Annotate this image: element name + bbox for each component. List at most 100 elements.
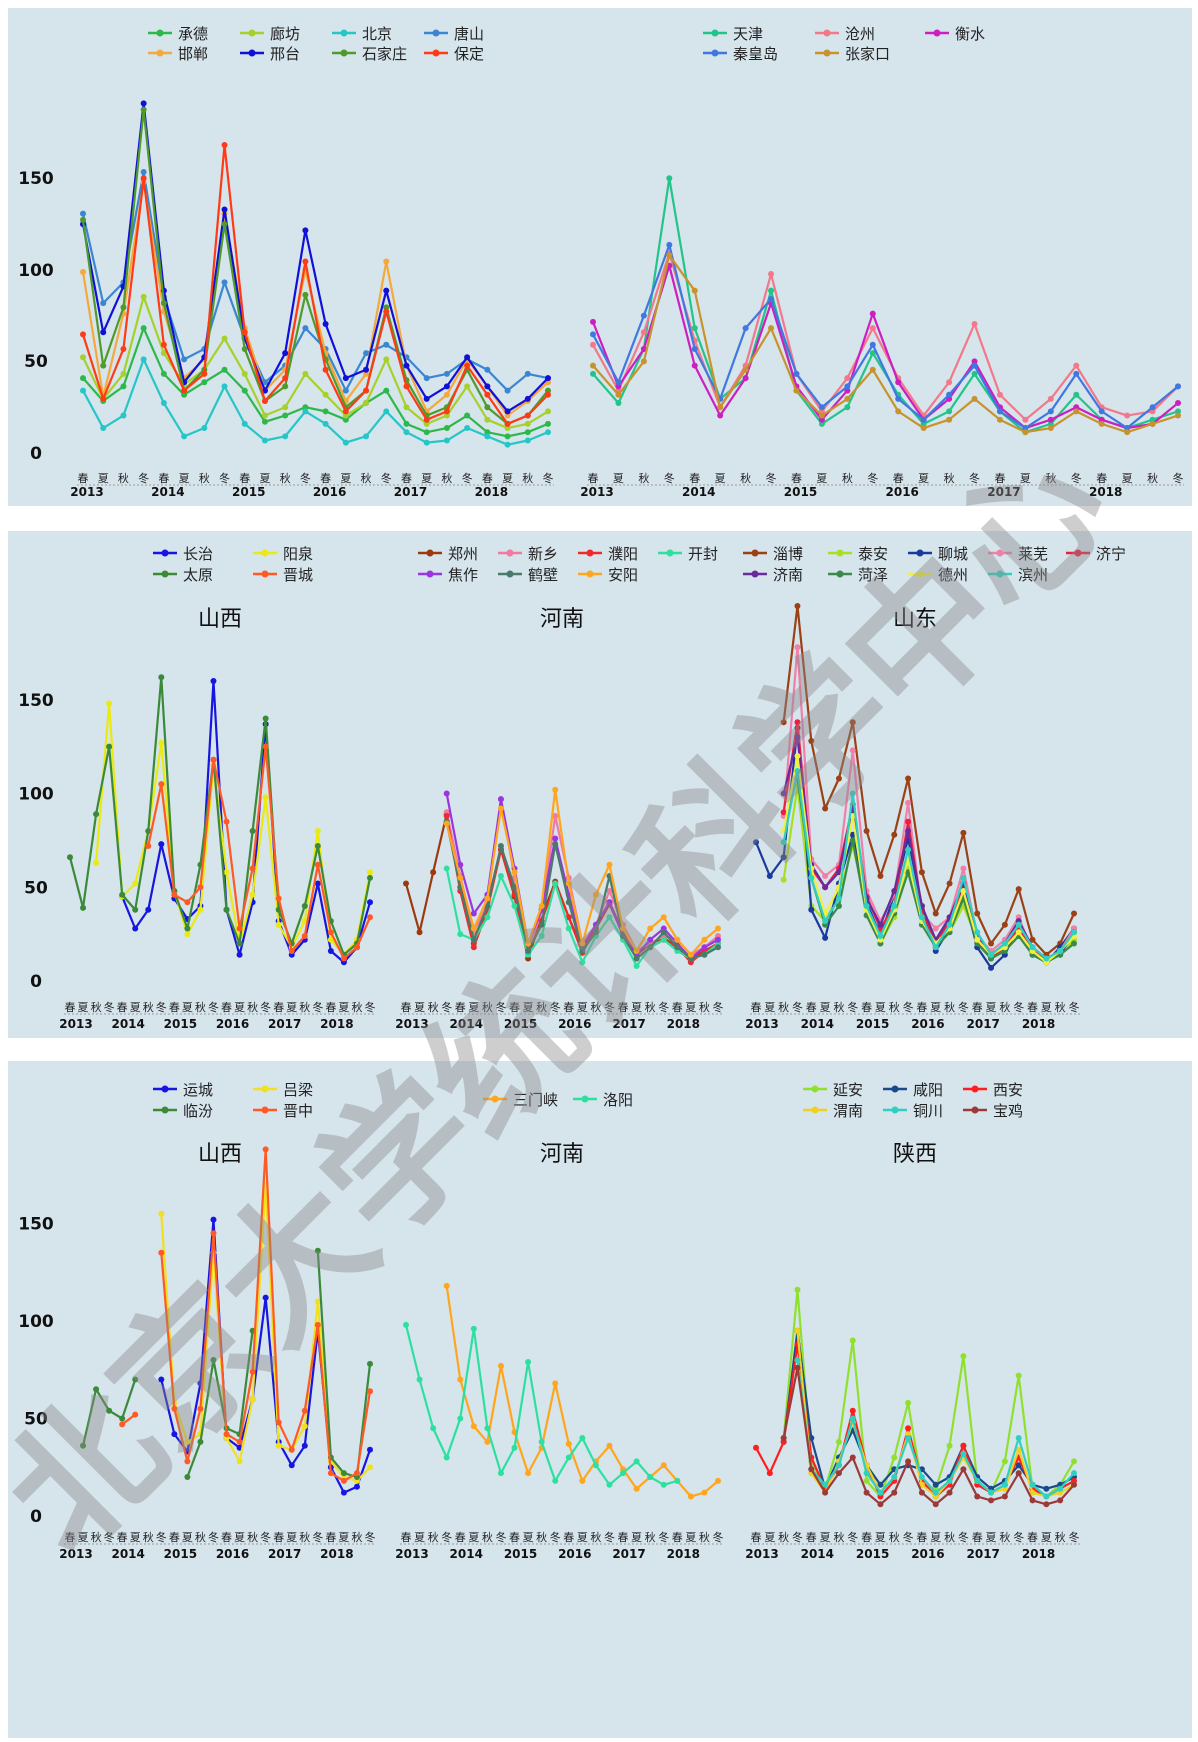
data-point bbox=[241, 387, 248, 394]
data-point bbox=[504, 425, 511, 432]
data-point bbox=[592, 891, 599, 898]
x-tick-season: 春 bbox=[861, 1531, 872, 1544]
data-point bbox=[620, 933, 627, 939]
x-tick-season: 夏 bbox=[182, 1001, 193, 1014]
data-point bbox=[221, 335, 228, 342]
data-point bbox=[423, 429, 430, 436]
x-tick-season: 冬 bbox=[312, 1530, 323, 1544]
data-point bbox=[666, 241, 673, 248]
data-point bbox=[640, 312, 647, 319]
x-tick-season: 秋 bbox=[143, 1000, 154, 1014]
data-point bbox=[974, 936, 981, 943]
x-tick-season: 冬 bbox=[300, 471, 311, 485]
x-tick-season: 春 bbox=[117, 1531, 128, 1544]
data-point bbox=[877, 921, 884, 928]
data-point bbox=[314, 1321, 321, 1328]
legend-marker bbox=[891, 1085, 899, 1093]
x-tick-year: 2018 bbox=[320, 1017, 353, 1031]
data-point bbox=[120, 345, 127, 352]
x-tick-season: 冬 bbox=[260, 1530, 271, 1544]
data-point bbox=[691, 345, 698, 352]
data-point bbox=[504, 387, 511, 394]
x-tick-year: 2013 bbox=[59, 1547, 92, 1561]
data-point bbox=[552, 786, 559, 793]
data-point bbox=[484, 429, 491, 436]
x-tick-season: 夏 bbox=[1122, 472, 1133, 485]
data-point bbox=[160, 350, 167, 357]
legend-marker bbox=[432, 29, 440, 37]
y-tick-label: 100 bbox=[18, 261, 54, 281]
data-point bbox=[484, 383, 491, 390]
y-tick-label: 150 bbox=[18, 1215, 54, 1235]
x-tick-season: 夏 bbox=[1020, 472, 1031, 485]
data-point bbox=[794, 603, 801, 609]
x-tick-year: 2018 bbox=[475, 485, 508, 499]
legend-marker bbox=[426, 549, 434, 557]
data-point bbox=[1029, 1489, 1036, 1496]
data-point bbox=[511, 1444, 518, 1451]
x-tick-season: 春 bbox=[1027, 1001, 1038, 1014]
row2-panel: 0 50 100 150 长治 阳泉 太原 晋城 郑州 新乡 濮阳 开封 焦作 鹤壁 安阳 淄博 泰安 聊城 莱芜济… bbox=[8, 531, 1192, 1038]
x-tick-season: 秋 bbox=[638, 471, 649, 485]
x-tick-year: 2016 bbox=[911, 1017, 944, 1031]
row1-chart: 050100150承德 廊坊 北京 唐山邯郸 邢台 石家庄 保定天津 沧州 衡水秦皇岛 张家口春夏… bbox=[18, 25, 1184, 499]
data-point bbox=[1175, 383, 1181, 390]
data-point bbox=[524, 420, 531, 427]
data-point bbox=[403, 404, 410, 411]
data-point bbox=[971, 358, 978, 365]
x-tick-season: 夏 bbox=[179, 472, 190, 485]
data-point bbox=[484, 416, 491, 423]
series-line bbox=[782, 721, 1075, 960]
data-point bbox=[988, 964, 995, 971]
series-line bbox=[445, 788, 719, 956]
data-point bbox=[236, 951, 243, 958]
x-tick-season: 秋 bbox=[299, 1000, 310, 1014]
data-point bbox=[552, 1477, 559, 1484]
legend-label: 长治 bbox=[183, 545, 213, 563]
data-point bbox=[100, 362, 107, 369]
data-point bbox=[835, 1462, 842, 1469]
data-point bbox=[119, 1415, 126, 1422]
data-point bbox=[262, 794, 269, 801]
series-太原 bbox=[67, 674, 373, 958]
legend-label: 鹤壁 bbox=[528, 566, 558, 584]
y-tick-label: 50 bbox=[24, 1410, 48, 1430]
legend-marker bbox=[506, 570, 514, 578]
data-point bbox=[470, 1423, 477, 1430]
row2-chart: 050100150长治 阳泉太原 晋城郑州 新乡 濮阳 开封焦作 鹤壁 安阳淄博 泰安 聊城 莱芜济… bbox=[18, 545, 1126, 1031]
data-point bbox=[241, 329, 248, 336]
data-point bbox=[996, 416, 1003, 423]
series-鹤壁 bbox=[443, 818, 721, 962]
data-point bbox=[822, 805, 829, 812]
data-point bbox=[844, 395, 851, 402]
data-point bbox=[524, 429, 531, 436]
data-point bbox=[314, 828, 321, 834]
legend-item: 淄博 bbox=[743, 545, 803, 563]
data-point bbox=[808, 1466, 815, 1473]
legend-marker bbox=[711, 49, 719, 57]
x-tick-season: 秋 bbox=[482, 1530, 493, 1544]
data-point bbox=[342, 416, 349, 423]
x-tick-year: 2018 bbox=[1022, 1017, 1055, 1031]
data-point bbox=[443, 425, 450, 432]
data-point bbox=[443, 865, 450, 872]
x-tick-season: 春 bbox=[325, 1001, 336, 1014]
row3-panel: 0 50 100 150 运城 吕梁 临汾 晋中 三门峡 洛阳 延安 咸阳 西安 渭南 铜川 宝鸡 山西春夏秋冬… bbox=[8, 1061, 1192, 1738]
data-point bbox=[301, 933, 308, 939]
data-point bbox=[327, 929, 334, 936]
x-tick-season: 冬 bbox=[1069, 1000, 1080, 1014]
data-point bbox=[302, 258, 309, 265]
legend-marker bbox=[916, 549, 924, 557]
data-point bbox=[715, 925, 721, 932]
data-point bbox=[932, 944, 939, 951]
data-point bbox=[484, 1438, 491, 1445]
data-point bbox=[181, 387, 188, 394]
x-tick-season: 秋 bbox=[351, 1000, 362, 1014]
data-point bbox=[80, 375, 86, 382]
x-tick-season: 秋 bbox=[118, 471, 129, 485]
data-point bbox=[742, 366, 749, 373]
x-tick-season: 秋 bbox=[944, 1000, 955, 1014]
legend-label: 莱芜 bbox=[1018, 545, 1048, 563]
x-tick-season: 夏 bbox=[986, 1531, 997, 1544]
x-tick-season: 秋 bbox=[195, 1000, 206, 1014]
